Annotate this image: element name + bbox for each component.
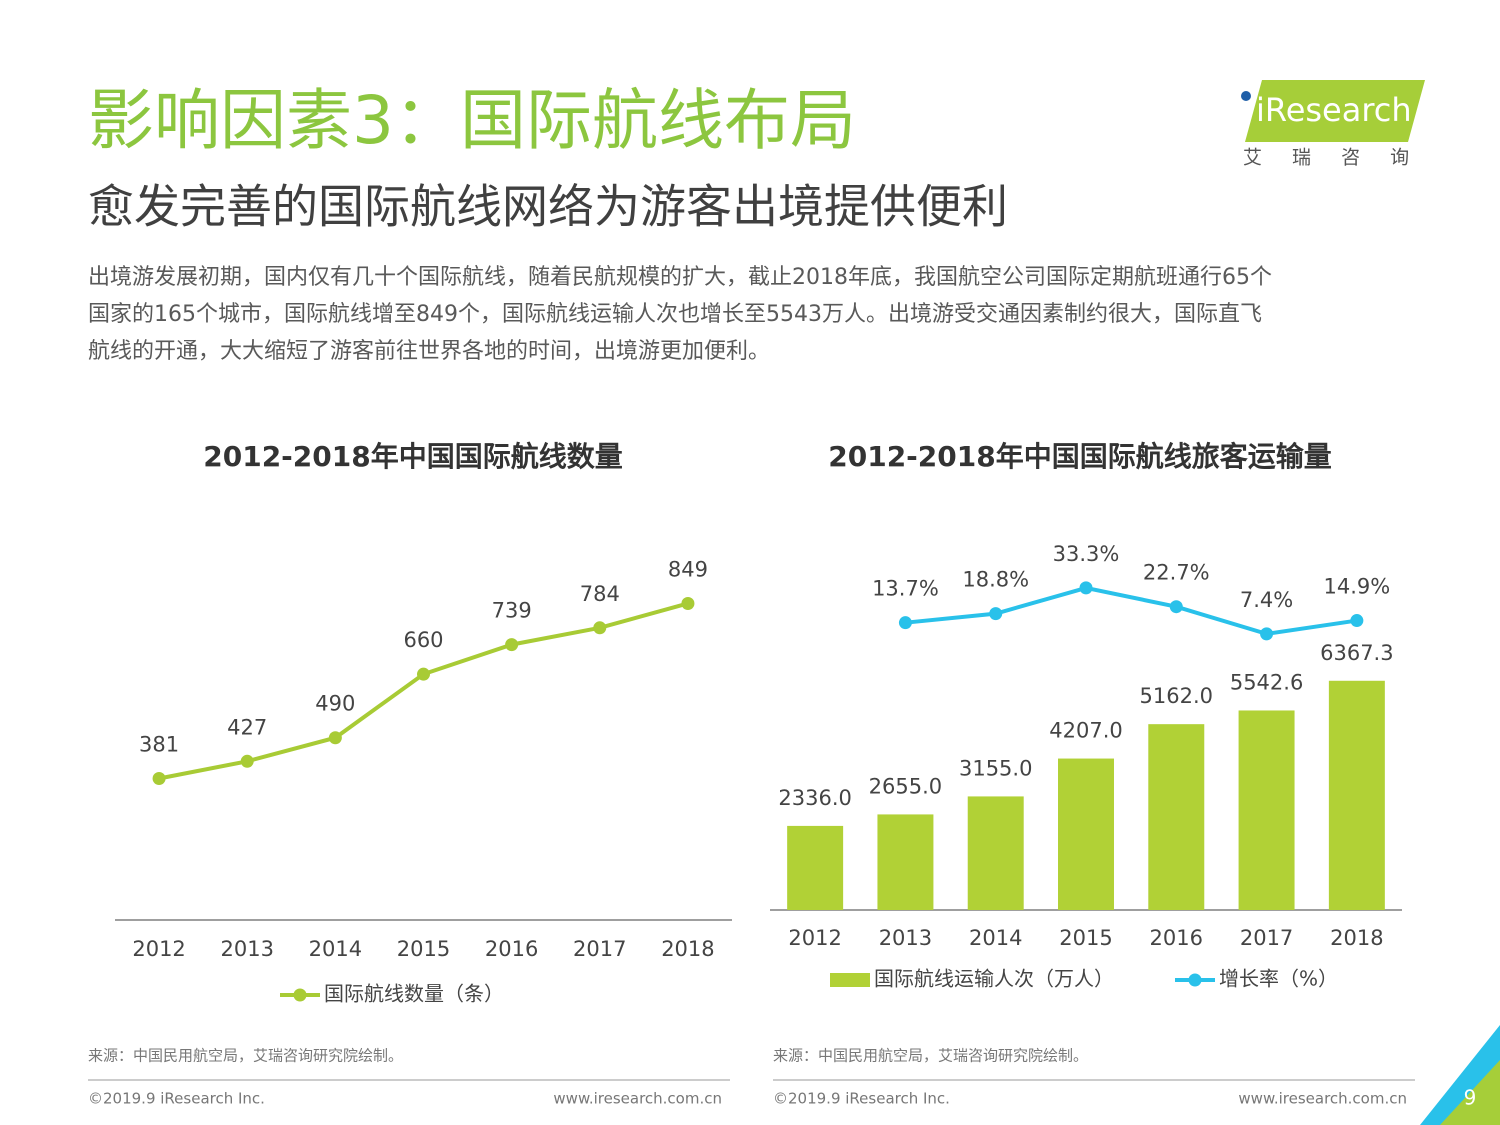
bar <box>787 825 844 910</box>
x-tick-label: 2014 <box>969 926 1022 950</box>
paragraph-line: 航线的开通，大大缩短了游客前往世界各地的时间，出境游更加便利。 <box>88 339 770 364</box>
point <box>1079 581 1093 595</box>
data-label: 490 <box>315 692 355 716</box>
x-tick-label: 2016 <box>1150 926 1203 950</box>
bar <box>1238 710 1295 910</box>
logo-dot <box>1241 91 1251 101</box>
data-label: 427 <box>227 715 267 739</box>
data-label: 18.8% <box>962 568 1029 592</box>
point <box>328 731 342 745</box>
legend-dot <box>1188 973 1202 987</box>
data-label: 6367.3 <box>1320 641 1393 665</box>
data-label: 784 <box>580 582 620 606</box>
point <box>1350 614 1364 628</box>
copyright: ©2019.9 iResearch Inc. <box>773 1090 950 1108</box>
url: www.iresearch.com.cn <box>553 1090 722 1108</box>
data-label: 3155.0 <box>959 756 1032 780</box>
data-label: 13.7% <box>872 577 939 601</box>
bar <box>877 814 934 910</box>
corner <box>1440 1060 1500 1125</box>
legend-dot <box>293 988 307 1002</box>
x-tick-label: 2012 <box>132 937 185 961</box>
x-tick-label: 2012 <box>788 926 841 950</box>
x-tick-label: 2018 <box>661 937 714 961</box>
page-number: 9 <box>1464 1086 1477 1110</box>
source: 来源：中国民用航空局，艾瑞咨询研究院绘制。 <box>88 1047 403 1065</box>
logo-brand: iResearch <box>1256 91 1412 129</box>
legend-label: 国际航线数量（条） <box>324 982 504 1006</box>
x-tick-label: 2015 <box>1059 926 1112 950</box>
x-tick-label: 2013 <box>879 926 932 950</box>
legend-swatch <box>830 973 870 987</box>
line <box>905 585 1358 636</box>
data-label: 7.4% <box>1240 588 1293 612</box>
logo-cn: 艾 瑞 咨 询 <box>1243 147 1421 169</box>
x-tick-label: 2014 <box>309 937 362 961</box>
data-label: 33.3% <box>1053 542 1120 566</box>
data-label: 660 <box>403 628 443 652</box>
chart-title: 2012-2018年中国国际航线旅客运输量 <box>828 440 1331 473</box>
point <box>505 638 519 652</box>
point <box>152 772 166 786</box>
point <box>989 607 1003 621</box>
point <box>1260 627 1274 641</box>
x-tick-label: 2013 <box>220 937 273 961</box>
paragraph-line: 国家的165个城市，国际航线增至849个，国际航线运输人次也增长至5543万人。… <box>88 302 1262 327</box>
point <box>417 667 430 681</box>
x-tick-label: 2015 <box>397 937 450 961</box>
chart-title: 2012-2018年中国国际航线数量 <box>203 440 622 473</box>
copyright: ©2019.9 iResearch Inc. <box>88 1090 265 1108</box>
source: 来源：中国民用航空局，艾瑞咨询研究院绘制。 <box>773 1047 1088 1065</box>
bar <box>1058 758 1114 910</box>
point <box>681 596 695 610</box>
point <box>240 754 254 768</box>
point <box>1169 600 1183 614</box>
bar <box>1328 680 1385 910</box>
data-label: 4207.0 <box>1049 719 1122 743</box>
legend-label: 国际航线运输人次（万人） <box>874 967 1114 991</box>
page-title: 影响因素3：国际航线布局 <box>88 82 856 159</box>
x-tick-label: 2018 <box>1330 926 1383 950</box>
url: www.iresearch.com.cn <box>1238 1090 1407 1108</box>
data-label: 2655.0 <box>869 774 942 798</box>
point <box>593 621 607 635</box>
data-label: 739 <box>492 599 532 623</box>
logo-shape <box>1245 80 1425 142</box>
bar <box>967 796 1024 910</box>
data-label: 849 <box>668 557 708 581</box>
paragraph-line: 出境游发展初期，国内仅有几十个国际航线，随着民航规模的扩大，截止2018年底，我… <box>88 265 1272 290</box>
data-label: 5162.0 <box>1140 684 1213 708</box>
bar <box>1148 724 1205 910</box>
x-tick-label: 2016 <box>485 937 538 961</box>
data-label: 5542.6 <box>1230 670 1303 694</box>
data-label: 381 <box>139 733 179 757</box>
point <box>898 616 912 630</box>
legend-label: 增长率（%） <box>1219 967 1338 991</box>
data-label: 14.9% <box>1323 575 1390 599</box>
data-label: 22.7% <box>1143 561 1210 585</box>
page-subtitle: 愈发完善的国际航线网络为游客出境提供便利 <box>88 180 1008 234</box>
data-label: 2336.0 <box>778 786 851 810</box>
x-tick-label: 2017 <box>573 937 626 961</box>
x-tick-label: 2017 <box>1240 926 1293 950</box>
